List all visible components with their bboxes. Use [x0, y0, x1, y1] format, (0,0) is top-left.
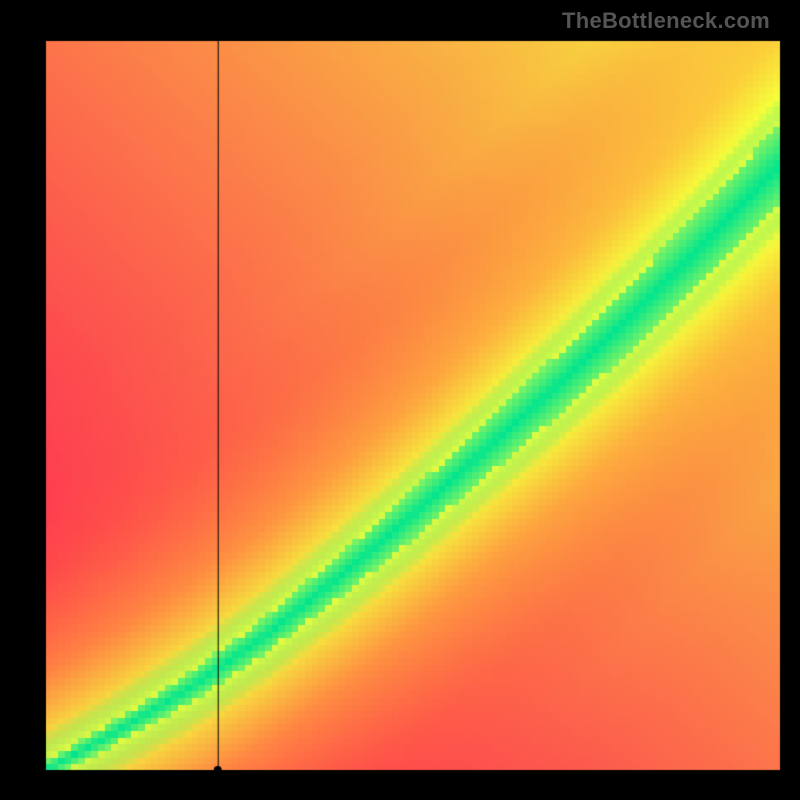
- chart-container: { "source_watermark": { "text": "TheBott…: [0, 0, 800, 800]
- source-watermark: TheBottleneck.com: [562, 8, 770, 34]
- bottleneck-heatmap: [0, 0, 800, 800]
